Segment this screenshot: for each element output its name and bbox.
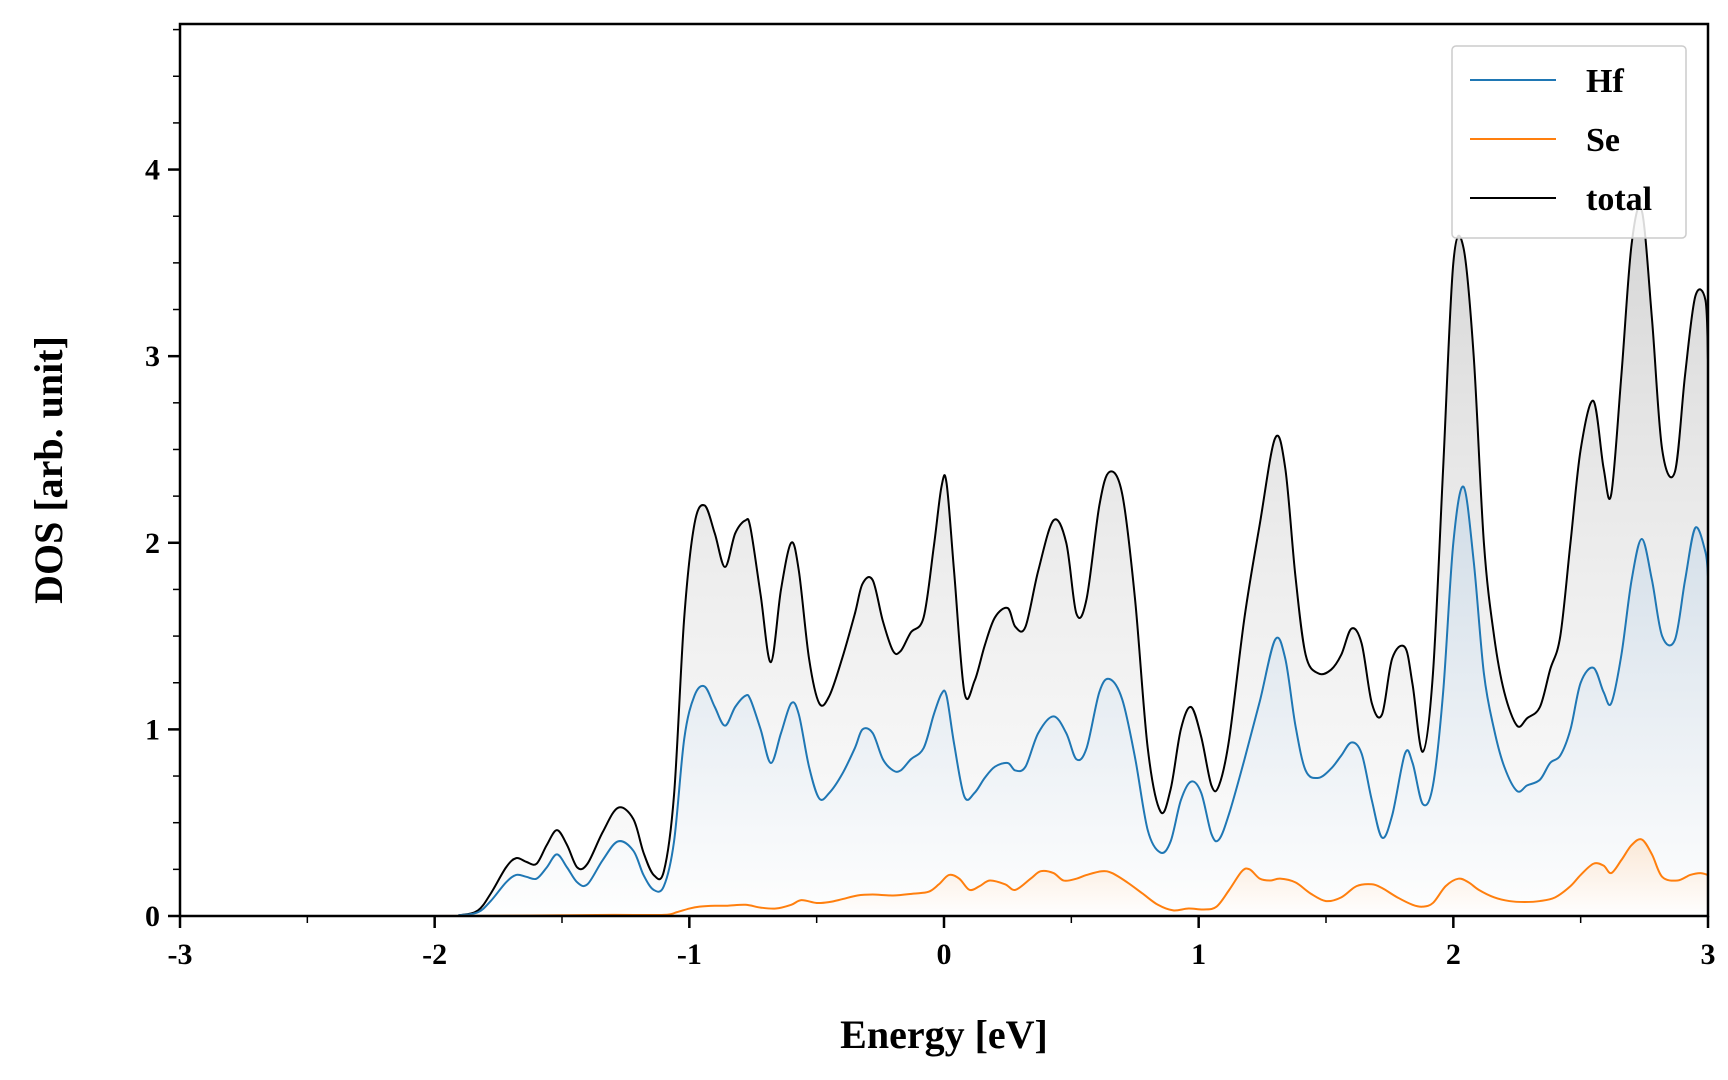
y-tick-label: 2 bbox=[145, 527, 160, 560]
series-fill-total bbox=[180, 206, 1708, 916]
y-tick-label: 3 bbox=[145, 340, 160, 373]
legend-item-se: Se bbox=[1470, 122, 1620, 159]
y-axis-label: DOS [arb. unit] bbox=[26, 336, 71, 604]
legend-label-hf: Hf bbox=[1586, 63, 1624, 100]
x-tick-label: -2 bbox=[422, 938, 447, 971]
legend-item-hf: Hf bbox=[1470, 63, 1624, 100]
legend: Hf Se total bbox=[1451, 45, 1687, 239]
y-axis: 0 1 2 3 4 bbox=[145, 28, 180, 933]
x-tick-label: 2 bbox=[1446, 938, 1461, 971]
x-axis: -3 -2 -1 0 1 2 3 bbox=[168, 916, 1716, 971]
legend-item-total: total bbox=[1470, 181, 1652, 218]
series-line-total bbox=[180, 205, 1708, 916]
x-tick-label: 0 bbox=[937, 938, 952, 971]
legend-label-total: total bbox=[1586, 181, 1652, 218]
y-tick-label: 4 bbox=[145, 154, 160, 187]
series-fill-hf bbox=[180, 486, 1708, 916]
x-axis-label: Energy [eV] bbox=[840, 1012, 1048, 1057]
series-line-hf bbox=[180, 485, 1708, 916]
legend-box bbox=[1451, 45, 1687, 239]
x-tick-label: -1 bbox=[677, 938, 702, 971]
x-tick-label: 1 bbox=[1191, 938, 1206, 971]
y-tick-label: 1 bbox=[145, 713, 160, 746]
legend-label-se: Se bbox=[1586, 122, 1620, 159]
y-tick-label: 0 bbox=[145, 900, 160, 933]
series-line-se bbox=[180, 838, 1708, 916]
x-tick-label: 3 bbox=[1701, 938, 1716, 971]
x-tick-label: -3 bbox=[168, 938, 193, 971]
plot-area bbox=[180, 205, 1708, 916]
series-fill-se bbox=[180, 839, 1708, 916]
